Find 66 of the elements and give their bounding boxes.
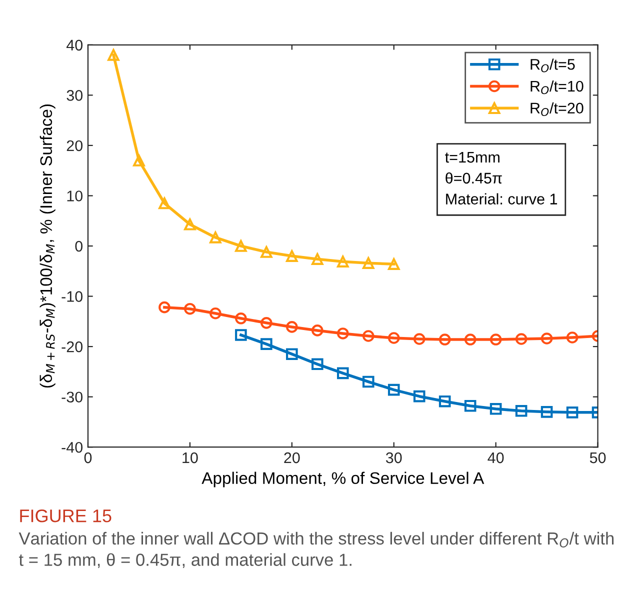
legend-label: R$_{O}$/t=10 <box>530 80 584 94</box>
point <box>388 258 400 270</box>
x-axis-title: Applied Moment, % of Service Level A <box>202 472 484 488</box>
point <box>540 406 553 418</box>
point <box>515 405 528 417</box>
point <box>235 312 247 324</box>
y-tick-label: -30 <box>62 392 83 403</box>
point <box>158 197 170 210</box>
point <box>515 333 528 345</box>
point <box>336 367 349 380</box>
y-tick-label: 0 <box>75 240 83 252</box>
point <box>336 256 349 268</box>
y-tick-label: 20 <box>66 140 83 152</box>
x-tick-label: 0 <box>84 452 92 464</box>
x-tick-label: 20 <box>284 452 300 464</box>
point <box>362 330 374 342</box>
legend-label: R$_{O}$/t=5 <box>530 58 575 72</box>
y-tick-label: -40 <box>62 442 83 453</box>
point <box>311 358 324 370</box>
point <box>540 332 553 344</box>
point <box>464 400 476 412</box>
x-tick-label: 10 <box>182 452 198 464</box>
x-tick-label: 50 <box>590 452 606 464</box>
annotation: t=15mm θ=0.45π Material: curve 1 <box>445 152 558 204</box>
x-tick-label: 40 <box>488 452 504 464</box>
point <box>286 321 298 333</box>
point <box>184 302 196 315</box>
y-tick-label: 10 <box>67 190 83 202</box>
point <box>311 253 324 265</box>
point <box>235 329 247 341</box>
point <box>286 250 298 262</box>
point <box>286 348 298 360</box>
text: Variation of the inner wall ΔCOD with the stress level under different R$_{O}$/t with t = 15 mm, θ = 0.45π, and material curve 1. <box>18 532 614 568</box>
y-tick-label: 40 <box>66 40 83 51</box>
point <box>108 49 120 61</box>
y-axis-title: (δ$_{M+RS}$-δ$_{M}$)*100/δ$_{M}$, % (Inner Surface) <box>40 104 56 388</box>
point <box>311 324 324 336</box>
point <box>336 328 349 340</box>
legend-label: R$_{O}$/t=20 <box>530 102 584 116</box>
point <box>388 384 400 396</box>
point <box>260 338 272 350</box>
caption: FIGURE 15 <box>20 509 112 522</box>
point <box>490 402 502 415</box>
point <box>362 257 374 269</box>
x-tick-label: 30 <box>386 452 402 464</box>
point <box>413 333 426 345</box>
point <box>184 218 196 230</box>
point <box>566 406 578 418</box>
point <box>235 240 247 252</box>
point <box>438 395 451 408</box>
y-tick-label: -20 <box>62 341 83 352</box>
point <box>413 390 426 402</box>
point <box>566 332 578 344</box>
y-tick-label: 30 <box>66 90 83 101</box>
point <box>210 307 222 320</box>
point <box>158 301 170 314</box>
point <box>260 246 272 258</box>
point <box>464 334 476 346</box>
point <box>362 376 374 388</box>
point <box>260 317 272 329</box>
point <box>388 332 400 344</box>
point <box>490 334 502 346</box>
point <box>438 334 451 346</box>
y-tick-label: -10 <box>62 291 83 302</box>
point <box>210 232 222 244</box>
point <box>133 154 145 166</box>
